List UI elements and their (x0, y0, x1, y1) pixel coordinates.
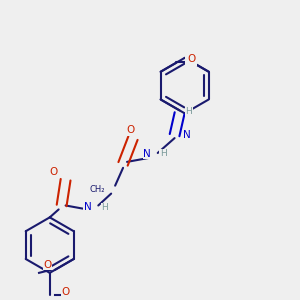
Text: N: N (143, 149, 151, 159)
Text: O: O (50, 167, 58, 177)
Text: CH₂: CH₂ (90, 185, 105, 194)
Text: H: H (185, 107, 192, 116)
Text: H: H (101, 203, 108, 212)
Text: O: O (44, 260, 52, 270)
Text: N: N (84, 202, 92, 212)
Text: O: O (188, 54, 196, 64)
Text: N: N (182, 130, 190, 140)
Text: H: H (160, 149, 167, 158)
Text: O: O (127, 125, 135, 135)
Text: O: O (61, 287, 70, 297)
Text: Cl: Cl (186, 56, 196, 66)
